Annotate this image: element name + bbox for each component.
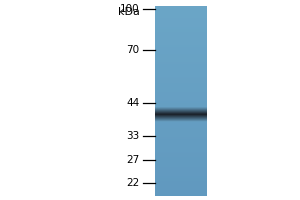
- Text: 70: 70: [126, 45, 140, 55]
- Text: kDa: kDa: [118, 7, 140, 17]
- Text: 33: 33: [126, 131, 140, 141]
- Text: 27: 27: [126, 155, 140, 165]
- Text: 44: 44: [126, 98, 140, 108]
- Text: 100: 100: [120, 4, 140, 14]
- Text: 22: 22: [126, 178, 140, 188]
